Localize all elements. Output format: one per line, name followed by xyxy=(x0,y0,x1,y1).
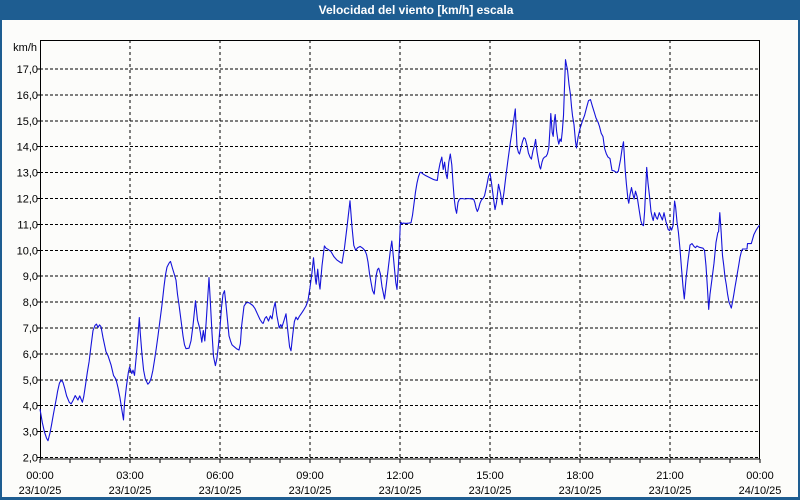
svg-text:17,0: 17,0 xyxy=(17,64,38,76)
svg-text:km/h: km/h xyxy=(13,42,37,54)
svg-text:23/10/25: 23/10/25 xyxy=(19,485,62,497)
svg-text:13,0: 13,0 xyxy=(17,168,38,180)
svg-text:00:00: 00:00 xyxy=(746,470,774,482)
svg-text:16,0: 16,0 xyxy=(17,90,38,102)
svg-text:2,0: 2,0 xyxy=(23,453,38,465)
svg-text:23/10/25: 23/10/25 xyxy=(199,485,242,497)
svg-text:23/10/25: 23/10/25 xyxy=(379,485,422,497)
svg-text:09:00: 09:00 xyxy=(296,470,324,482)
svg-text:5,0: 5,0 xyxy=(23,375,38,387)
svg-text:03:00: 03:00 xyxy=(116,470,144,482)
svg-text:12,0: 12,0 xyxy=(17,194,38,206)
svg-text:10,0: 10,0 xyxy=(17,245,38,257)
svg-text:4,0: 4,0 xyxy=(23,401,38,413)
svg-text:23/10/25: 23/10/25 xyxy=(109,485,152,497)
svg-text:06:00: 06:00 xyxy=(206,470,234,482)
svg-text:11,0: 11,0 xyxy=(17,219,38,231)
svg-text:7,0: 7,0 xyxy=(23,323,38,335)
svg-text:8,0: 8,0 xyxy=(23,297,38,309)
svg-text:23/10/25: 23/10/25 xyxy=(559,485,602,497)
svg-text:15,0: 15,0 xyxy=(17,116,38,128)
svg-text:15:00: 15:00 xyxy=(476,470,504,482)
svg-text:6,0: 6,0 xyxy=(23,349,38,361)
svg-text:12:00: 12:00 xyxy=(386,470,414,482)
svg-text:18:00: 18:00 xyxy=(566,470,594,482)
svg-text:23/10/25: 23/10/25 xyxy=(289,485,332,497)
svg-text:23/10/25: 23/10/25 xyxy=(469,485,512,497)
svg-text:3,0: 3,0 xyxy=(23,427,38,439)
svg-text:00:00: 00:00 xyxy=(26,470,54,482)
svg-text:24/10/25: 24/10/25 xyxy=(739,485,782,497)
svg-text:23/10/25: 23/10/25 xyxy=(649,485,692,497)
svg-text:21:00: 21:00 xyxy=(656,470,684,482)
svg-text:9,0: 9,0 xyxy=(23,271,38,283)
svg-text:14,0: 14,0 xyxy=(17,142,38,154)
